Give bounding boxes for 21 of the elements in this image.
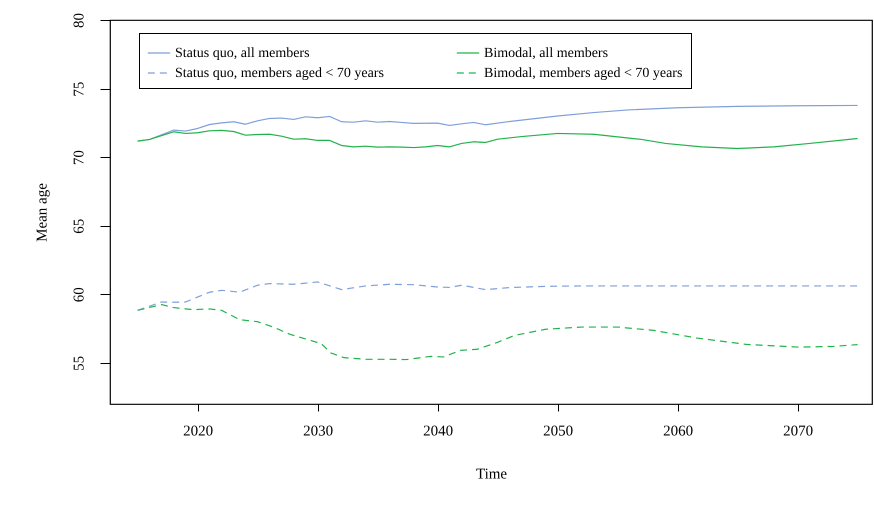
y-tick-label: 70	[72, 150, 88, 166]
x-tick-label: 2020	[183, 424, 214, 440]
y-tick-label: 55	[72, 356, 88, 371]
x-tick-label: 2040	[423, 424, 454, 440]
y-tick-label: 80	[72, 13, 88, 28]
x-axis-title: Time	[476, 466, 508, 482]
x-tick-label: 2030	[303, 424, 334, 440]
y-tick-label: 65	[72, 218, 88, 234]
line-series	[137, 130, 858, 150]
x-tick-label: 2050	[543, 424, 574, 440]
line-series	[137, 304, 858, 360]
y-axis-title: Mean age	[34, 182, 50, 242]
y-tick-label: 60	[72, 287, 88, 302]
legend-label: Status quo, members aged < 70 years	[175, 66, 384, 81]
x-tick-label: 2060	[663, 424, 694, 440]
line-series	[137, 281, 858, 311]
legend-label: Bimodal, all members	[484, 46, 608, 61]
y-tick-label: 75	[72, 82, 88, 97]
legend-label: Bimodal, members aged < 70 years	[484, 66, 682, 81]
legend-label: Status quo, all members	[175, 46, 310, 61]
x-tick-label: 2070	[783, 424, 814, 440]
